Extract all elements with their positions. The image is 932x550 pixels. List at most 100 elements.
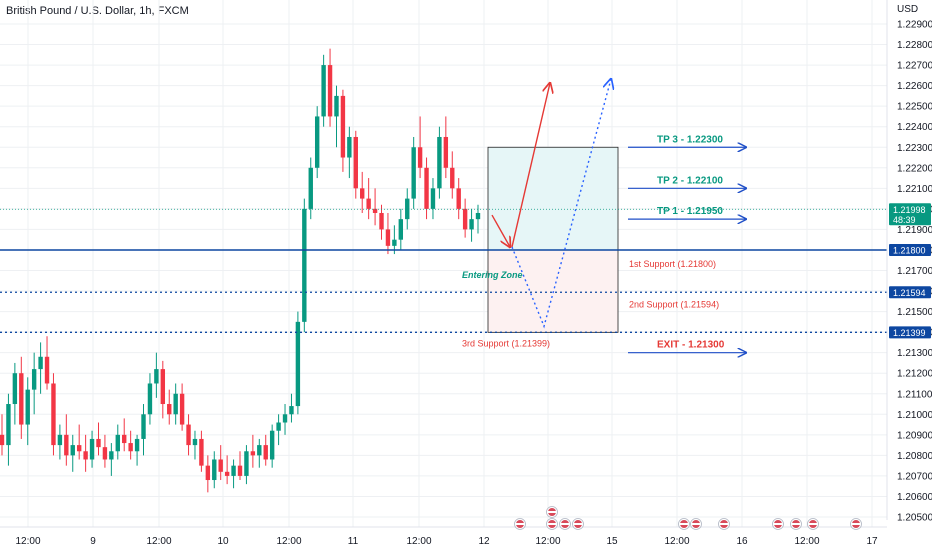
candle-body bbox=[366, 198, 371, 209]
candle-body bbox=[19, 373, 24, 425]
price-axis[interactable]: USD 1.22900 1.22800 1.22700 1.22600 1.22500 1.… bbox=[886, 0, 932, 524]
price-tick: 1.20900 bbox=[897, 430, 932, 441]
candle-body bbox=[186, 424, 191, 446]
candle bbox=[122, 418, 127, 452]
candle-body bbox=[314, 116, 320, 168]
time-tick: 12:00 bbox=[794, 536, 819, 547]
candle-body bbox=[469, 219, 474, 230]
candle-body bbox=[237, 465, 243, 476]
price-tick: 1.21200 bbox=[897, 369, 932, 380]
flag-icon-stripe bbox=[720, 523, 728, 525]
candle-body bbox=[212, 459, 217, 481]
candle-body bbox=[179, 393, 185, 425]
candle-body bbox=[398, 219, 404, 240]
candle-body bbox=[44, 356, 50, 384]
red-rise-arrow bbox=[511, 83, 550, 248]
price-tag: 1.21399 bbox=[889, 326, 931, 339]
candle-body bbox=[76, 445, 82, 452]
candle bbox=[186, 414, 191, 456]
candle-body bbox=[360, 188, 365, 199]
candle bbox=[224, 455, 230, 485]
candle-body bbox=[115, 434, 120, 452]
candle-body bbox=[38, 356, 43, 370]
flag-icon bbox=[772, 518, 784, 530]
flag-icon bbox=[690, 518, 702, 530]
price-tick: 1.21700 bbox=[897, 266, 932, 277]
blue-dotted-arrow bbox=[511, 79, 611, 329]
candle bbox=[83, 434, 88, 472]
flag-icon-stripe bbox=[574, 523, 582, 525]
candle bbox=[353, 130, 358, 199]
candle-body bbox=[353, 136, 358, 189]
price-tag-bg bbox=[889, 203, 931, 226]
candle bbox=[282, 404, 288, 435]
candle-body bbox=[199, 438, 204, 466]
candle bbox=[360, 171, 365, 213]
price-tag-value: 1.21594 bbox=[893, 288, 926, 298]
time-tick: 12:00 bbox=[535, 536, 560, 547]
flag-icon-stripe bbox=[692, 523, 700, 525]
candle-body bbox=[340, 95, 346, 158]
candle bbox=[109, 443, 114, 476]
price-tick: 1.22300 bbox=[897, 143, 932, 154]
candle-body bbox=[257, 445, 262, 456]
candle bbox=[443, 116, 449, 179]
economic-events bbox=[514, 506, 862, 530]
price-tick: 1.22200 bbox=[897, 163, 932, 174]
candle-body bbox=[51, 383, 56, 446]
flag-icon bbox=[807, 518, 819, 530]
price-tag-value: 1.21399 bbox=[893, 328, 926, 338]
candle bbox=[237, 451, 243, 481]
candle-body bbox=[64, 434, 69, 456]
candle-body bbox=[134, 438, 140, 452]
candle bbox=[469, 208, 474, 242]
candle-body bbox=[424, 167, 429, 209]
candle-body bbox=[0, 434, 5, 446]
price-tag-bg bbox=[889, 243, 931, 256]
support-label-1: 1st Support (1.21800) bbox=[629, 259, 716, 269]
candle bbox=[437, 126, 442, 199]
candle bbox=[167, 389, 172, 425]
flag-icon bbox=[790, 518, 802, 530]
candle bbox=[70, 434, 75, 472]
candle-body bbox=[430, 188, 436, 209]
flag-icon-stripe bbox=[852, 523, 860, 525]
red-drop-arrow bbox=[491, 214, 510, 247]
candle bbox=[257, 438, 262, 468]
candle-body bbox=[70, 445, 75, 456]
candle-body bbox=[128, 443, 133, 452]
candle-body bbox=[282, 414, 288, 423]
candle-body bbox=[417, 147, 423, 168]
candle bbox=[340, 89, 346, 172]
candle bbox=[160, 360, 166, 419]
candle-body bbox=[231, 465, 236, 476]
candle bbox=[199, 430, 204, 472]
candle-body bbox=[385, 229, 391, 246]
flag-icon bbox=[559, 518, 571, 530]
flag-icon-stripe bbox=[561, 523, 569, 525]
candle bbox=[64, 414, 69, 466]
tp-label: TP 1 - 1.21950 bbox=[657, 206, 723, 217]
price-tick: 1.22400 bbox=[897, 122, 932, 133]
time-tick: 16 bbox=[736, 536, 748, 547]
candle-body bbox=[167, 404, 172, 415]
candle-body bbox=[379, 212, 384, 230]
candle bbox=[366, 178, 371, 220]
candle-body bbox=[205, 465, 211, 481]
candle-body bbox=[57, 434, 63, 446]
price-tick: 1.20600 bbox=[897, 492, 932, 503]
time-tick: 12:00 bbox=[15, 536, 40, 547]
candle bbox=[456, 178, 461, 220]
candle bbox=[76, 424, 82, 460]
time-axis[interactable]: 12:00 9 12:00 10 12:00 11 12:00 12 12:00 15 12:00 1… bbox=[0, 526, 887, 547]
candle bbox=[173, 383, 178, 425]
exit-label: EXIT - 1.21300 bbox=[657, 340, 725, 351]
candle bbox=[289, 393, 294, 423]
time-tick: 12:00 bbox=[276, 536, 301, 547]
candle bbox=[450, 151, 455, 199]
price-tick: 1.21000 bbox=[897, 410, 932, 421]
candle bbox=[179, 383, 185, 431]
candle bbox=[250, 434, 256, 468]
